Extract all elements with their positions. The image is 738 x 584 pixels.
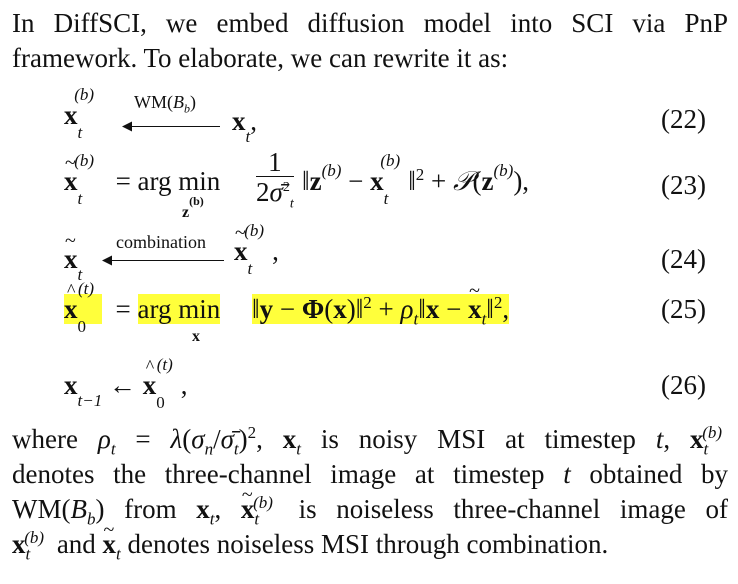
eq22-number: (22) bbox=[661, 104, 706, 134]
eq24-number: (24) bbox=[661, 244, 706, 274]
intro-line-2: framework. To elaborate, we can rewrite … bbox=[12, 43, 509, 73]
eq22-rhs: xt, bbox=[232, 106, 257, 147]
eq23-frac-den: 2σ̄2t bbox=[256, 177, 294, 212]
eq25-number: (25) bbox=[661, 294, 706, 324]
eq23-rhs: ‖z(b) − xt(b)‖2 + 𝒫(z(b)), bbox=[302, 151, 530, 209]
eq25-under: x bbox=[192, 328, 200, 345]
body-line-2: denotes the three-channel image at times… bbox=[12, 459, 728, 489]
eq26-content: xt−1 ← x0(t), bbox=[64, 356, 188, 411]
equation-22: xt(b) WM(Bb) xt, (22) bbox=[0, 85, 738, 148]
equation-23: xt(b) = arg min z(b) 1 2σ̄2t ‖z(b) − xt(… bbox=[0, 148, 738, 221]
eq23-frac-num: 1 bbox=[256, 148, 294, 177]
equation-24: xt combination xt(b), (24) bbox=[0, 222, 738, 286]
eq26-number: (26) bbox=[661, 370, 706, 400]
intro-paragraph: In DiffSCI, we embed diffusion model int… bbox=[12, 6, 728, 76]
eq22-left-arrow bbox=[124, 126, 220, 127]
eq23-lhs: xt(b) = arg min bbox=[64, 152, 221, 207]
equation-block: xt(b) WM(Bb) xt, (22) xt(b) = arg min z(… bbox=[0, 85, 738, 412]
equation-25: x0(t) = arg min x ‖y − Φ(x)‖2 + ρt‖x − x… bbox=[0, 280, 738, 352]
eq25-rhs: ‖y − Φ(x)‖2 + ρt‖x − xt‖2, bbox=[252, 280, 510, 327]
eq25-lhs: x0(t) = arg min bbox=[64, 280, 221, 335]
eq23-argmin: arg min bbox=[137, 166, 221, 196]
eq22-arrow-label: WM(Bb) bbox=[134, 92, 196, 116]
eq24-rhs: xt(b), bbox=[234, 222, 279, 277]
body-line-4: xt(b) and xt denotes noiseless MSI throu… bbox=[12, 513, 728, 562]
body-paragraph: where ρt = λ(σn/σ̄t)2, xt is noisy MSI a… bbox=[12, 422, 728, 562]
body-line-3: WM(Bb) from xt, xt(b) is noiseless three… bbox=[12, 478, 728, 527]
eq23-fraction: 1 2σ̄2t bbox=[256, 148, 294, 212]
eq24-lhs: xt bbox=[64, 230, 82, 283]
intro-line-1: In DiffSCI, we embed diffusion model int… bbox=[12, 8, 728, 38]
eq23-number: (23) bbox=[661, 170, 706, 200]
body-line-1: where ρt = λ(σn/σ̄t)2, xt is noisy MSI a… bbox=[12, 423, 723, 459]
eq25-argmin: arg min bbox=[137, 294, 221, 324]
eq22-lhs: xt(b) bbox=[64, 85, 95, 143]
eq24-arrow-label: combination bbox=[116, 232, 206, 252]
eq24-left-arrow bbox=[104, 260, 224, 261]
eq23-under: z(b) bbox=[182, 193, 204, 221]
equation-26: xt−1 ← x0(t), (26) bbox=[0, 356, 738, 418]
